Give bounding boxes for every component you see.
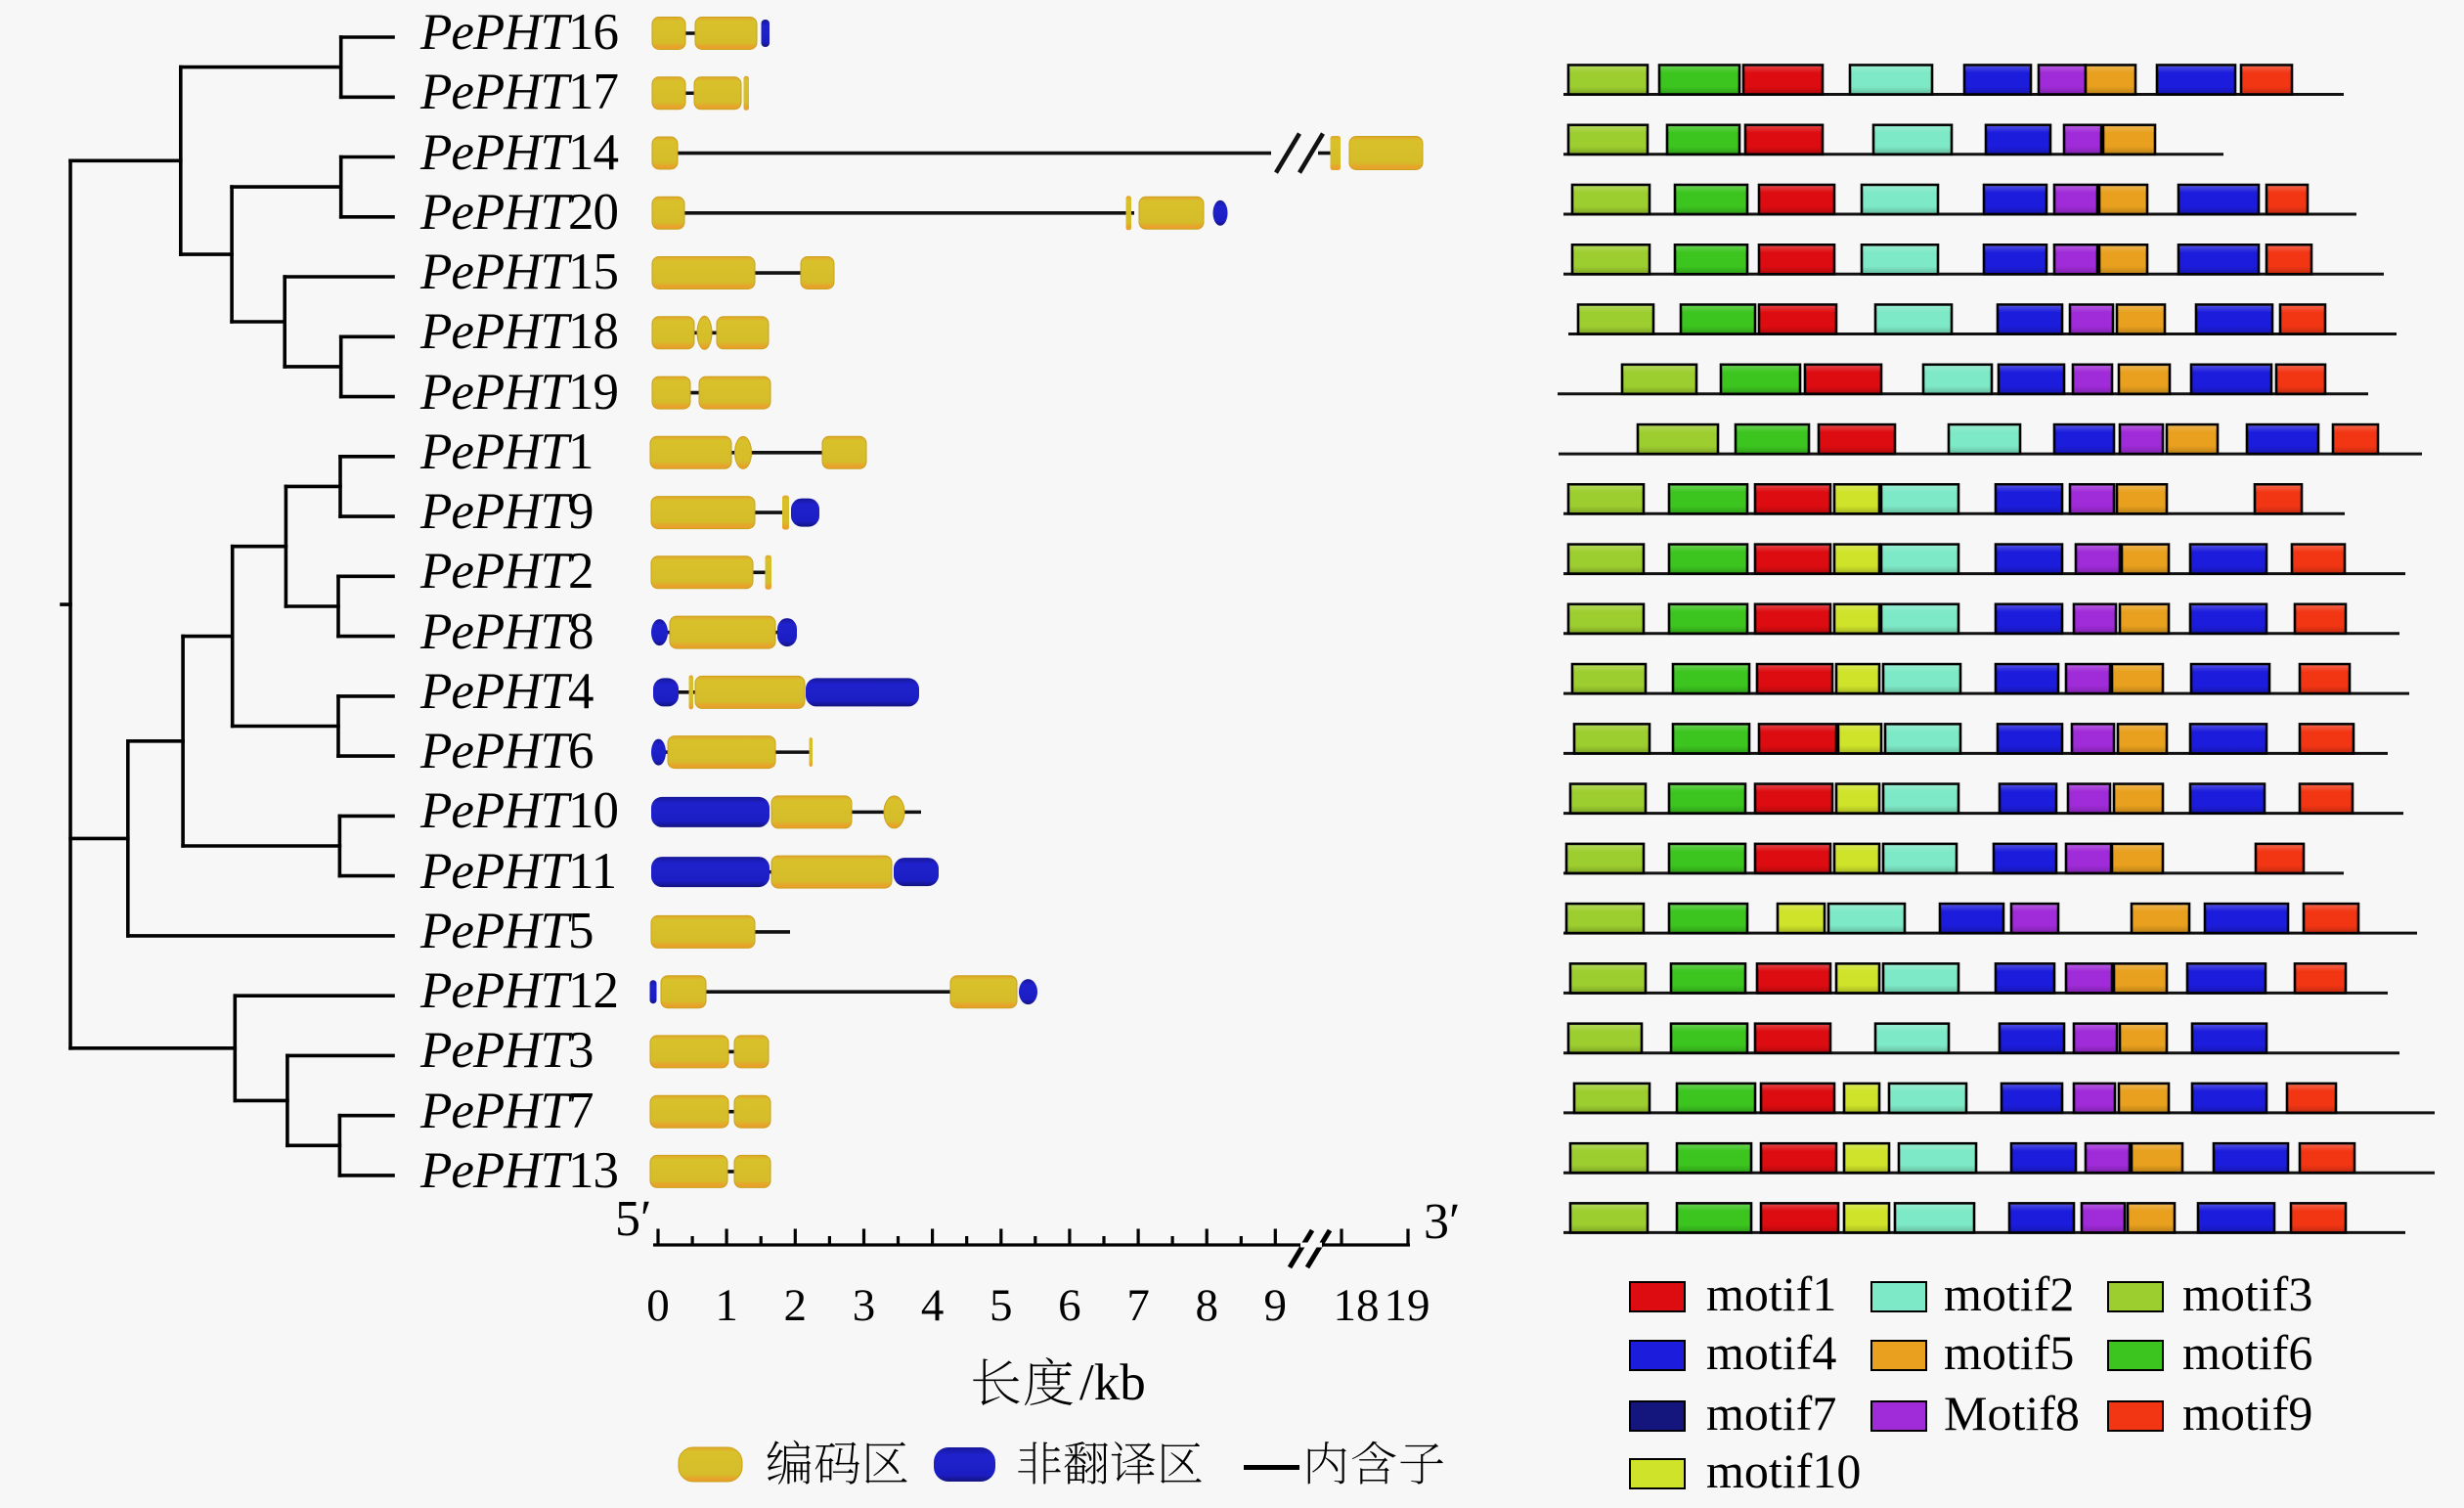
svg-text:motif10: motif10 (1706, 1443, 1861, 1498)
svg-text:PePHT17: PePHT17 (419, 64, 618, 120)
svg-text:PePHT3: PePHT3 (419, 1022, 594, 1079)
svg-text:9: 9 (1264, 1280, 1288, 1331)
svg-text:PePHT20: PePHT20 (419, 184, 618, 241)
svg-text:motif3: motif3 (2182, 1266, 2312, 1321)
svg-text:3: 3 (853, 1280, 876, 1331)
svg-text:5: 5 (990, 1280, 1013, 1331)
svg-text:PePHT1: PePHT1 (419, 423, 594, 480)
svg-text:4: 4 (921, 1280, 945, 1331)
svg-text:1: 1 (715, 1280, 738, 1331)
svg-text:PePHT10: PePHT10 (419, 782, 618, 839)
svg-text:18: 18 (1334, 1280, 1380, 1331)
svg-text:19: 19 (1385, 1280, 1430, 1331)
svg-text:motif5: motif5 (1944, 1325, 2074, 1380)
svg-text:PePHT12: PePHT12 (419, 962, 618, 1019)
svg-text:PePHT6: PePHT6 (419, 723, 594, 779)
svg-text:motif1: motif1 (1706, 1266, 1836, 1321)
svg-text:PePHT5: PePHT5 (419, 903, 594, 959)
svg-text:motif2: motif2 (1944, 1266, 2074, 1321)
svg-text:motif4: motif4 (1706, 1325, 1836, 1380)
svg-text:0: 0 (646, 1280, 670, 1331)
svg-text:motif9: motif9 (2182, 1386, 2312, 1441)
svg-text:motif6: motif6 (2182, 1325, 2312, 1380)
svg-text:PePHT16: PePHT16 (419, 4, 618, 61)
svg-text:motif7: motif7 (1706, 1386, 1836, 1441)
svg-text:PePHT8: PePHT8 (419, 603, 594, 660)
svg-text:PePHT19: PePHT19 (419, 364, 618, 421)
svg-text:/kb: /kb (1079, 1354, 1146, 1411)
svg-text:8: 8 (1195, 1280, 1218, 1331)
svg-text:PePHT15: PePHT15 (419, 244, 618, 300)
svg-text:PePHT13: PePHT13 (419, 1142, 618, 1199)
svg-text:2: 2 (784, 1280, 808, 1331)
svg-text:PePHT14: PePHT14 (419, 124, 619, 181)
svg-text:PePHT11: PePHT11 (419, 843, 616, 900)
svg-text:PePHT7: PePHT7 (419, 1083, 594, 1139)
svg-text:PePHT9: PePHT9 (419, 483, 594, 540)
svg-text:PePHT2: PePHT2 (419, 543, 594, 599)
svg-text:5′: 5′ (615, 1191, 651, 1247)
svg-text:3′: 3′ (1424, 1194, 1460, 1250)
svg-text:7: 7 (1126, 1280, 1150, 1331)
svg-text:6: 6 (1058, 1280, 1081, 1331)
svg-text:Motif8: Motif8 (1944, 1386, 2080, 1441)
svg-text:PePHT18: PePHT18 (419, 303, 618, 360)
svg-text:PePHT4: PePHT4 (419, 663, 594, 720)
